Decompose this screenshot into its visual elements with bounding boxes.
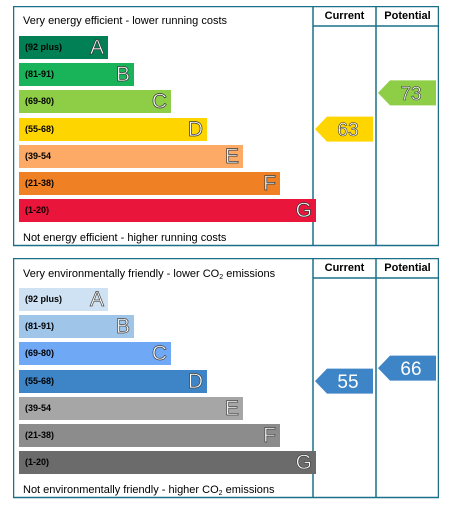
- energy-header-top: Very energy efficient - lower running co…: [23, 15, 228, 27]
- env-band-letter: G: [295, 451, 312, 475]
- energy-band-range-label: (81-91): [25, 69, 55, 80]
- energy-current-rating-arrow: [315, 116, 373, 142]
- energy-band-d: (55-68) D: [19, 117, 207, 141]
- env-band-range-label: (21-38): [25, 430, 55, 440]
- env-band-letter: E: [224, 396, 240, 420]
- energy-band-range-label: (92 plus): [25, 42, 63, 52]
- env-band-range-label: (69-80): [25, 348, 55, 359]
- env-band-c: (69-80) C: [19, 342, 171, 366]
- env-header-top-prefix: Very environmentally friendly - lower CO: [23, 268, 220, 280]
- env-band-range-label: (92 plus): [25, 294, 63, 304]
- env-band-e: (39-54 E: [19, 396, 243, 420]
- energy-band-letter: A: [89, 36, 105, 59]
- env-potential-column-header: Potential: [384, 262, 431, 274]
- env-band-letter: B: [115, 315, 131, 339]
- energy-band-letter: E: [224, 144, 240, 168]
- energy-band-range-label: (39-54: [25, 150, 52, 161]
- env-band-range-label: (1-20): [25, 457, 50, 468]
- energy-header-bottom: Not energy efficient - higher running co…: [23, 232, 227, 244]
- energy-band-b: (81-91) B: [19, 63, 134, 87]
- energy-band-letter: G: [295, 199, 312, 223]
- energy-band-e: (39-54 E: [19, 144, 243, 168]
- energy-band-letter: B: [115, 63, 131, 87]
- env-header-top: Very environmentally friendly - lower CO…: [23, 268, 275, 281]
- energy-band-range-label: (21-38): [25, 178, 55, 188]
- env-band-f: (21-38) F: [19, 424, 280, 447]
- energy-potential-rating-value: 73: [400, 84, 421, 105]
- env-band-range-label: (81-91): [25, 321, 55, 332]
- env-band-g: (1-20) G: [19, 451, 316, 475]
- energy-band-range-label: (1-20): [25, 205, 50, 216]
- energy-potential-rating-arrow: [378, 80, 436, 106]
- env-potential-rating-arrow: [378, 355, 436, 381]
- env-rating-arrows: 55 66: [315, 355, 436, 394]
- env-band-b: (81-91) B: [19, 315, 134, 339]
- environmental-impact-chart: Very environmentally friendly - lower CO…: [13, 258, 439, 499]
- energy-rating-arrows: 63 73: [315, 80, 436, 142]
- env-band-d: (55-68) D: [19, 369, 207, 393]
- energy-current-column-header: Current: [324, 10, 365, 22]
- env-header-bottom: Not environmentally friendly - higher CO…: [23, 484, 275, 497]
- energy-band-range-label: (69-80): [25, 96, 55, 107]
- energy-band-a: (92 plus) A: [19, 36, 108, 59]
- energy-band-c: (69-80) C: [19, 90, 171, 114]
- env-header-top-subscript: 2: [219, 274, 224, 281]
- energy-band-letter: C: [151, 90, 167, 114]
- env-potential-rating-value: 66: [400, 359, 421, 380]
- energy-band-range-label: (55-68): [25, 123, 55, 134]
- env-band-letter: D: [187, 369, 203, 393]
- env-band-range-label: (39-54: [25, 402, 52, 413]
- env-current-column-header: Current: [324, 262, 365, 274]
- energy-band-letter: F: [263, 172, 277, 195]
- energy-potential-column-header: Potential: [384, 10, 431, 22]
- env-header-bottom-subscript: 2: [218, 490, 223, 497]
- env-band-a: (92 plus) A: [19, 288, 108, 311]
- env-band-range-label: (55-68): [25, 375, 55, 386]
- energy-current-rating-value: 63: [337, 120, 358, 141]
- energy-band-g: (1-20) G: [19, 199, 316, 223]
- energy-efficiency-chart: Very energy efficient - lower running co…: [13, 6, 439, 247]
- energy-band-f: (21-38) F: [19, 172, 280, 195]
- env-band-letter: A: [89, 288, 105, 311]
- env-header-bottom-suffix: emissions: [222, 484, 275, 496]
- energy-band-letter: D: [187, 117, 203, 141]
- env-current-rating-value: 55: [337, 372, 358, 393]
- env-header-top-suffix: emissions: [223, 268, 276, 280]
- env-band-letter: F: [263, 424, 277, 447]
- env-band-letter: C: [151, 342, 167, 366]
- env-header-bottom-prefix: Not environmentally friendly - higher CO: [23, 484, 219, 496]
- env-current-rating-arrow: [315, 368, 373, 394]
